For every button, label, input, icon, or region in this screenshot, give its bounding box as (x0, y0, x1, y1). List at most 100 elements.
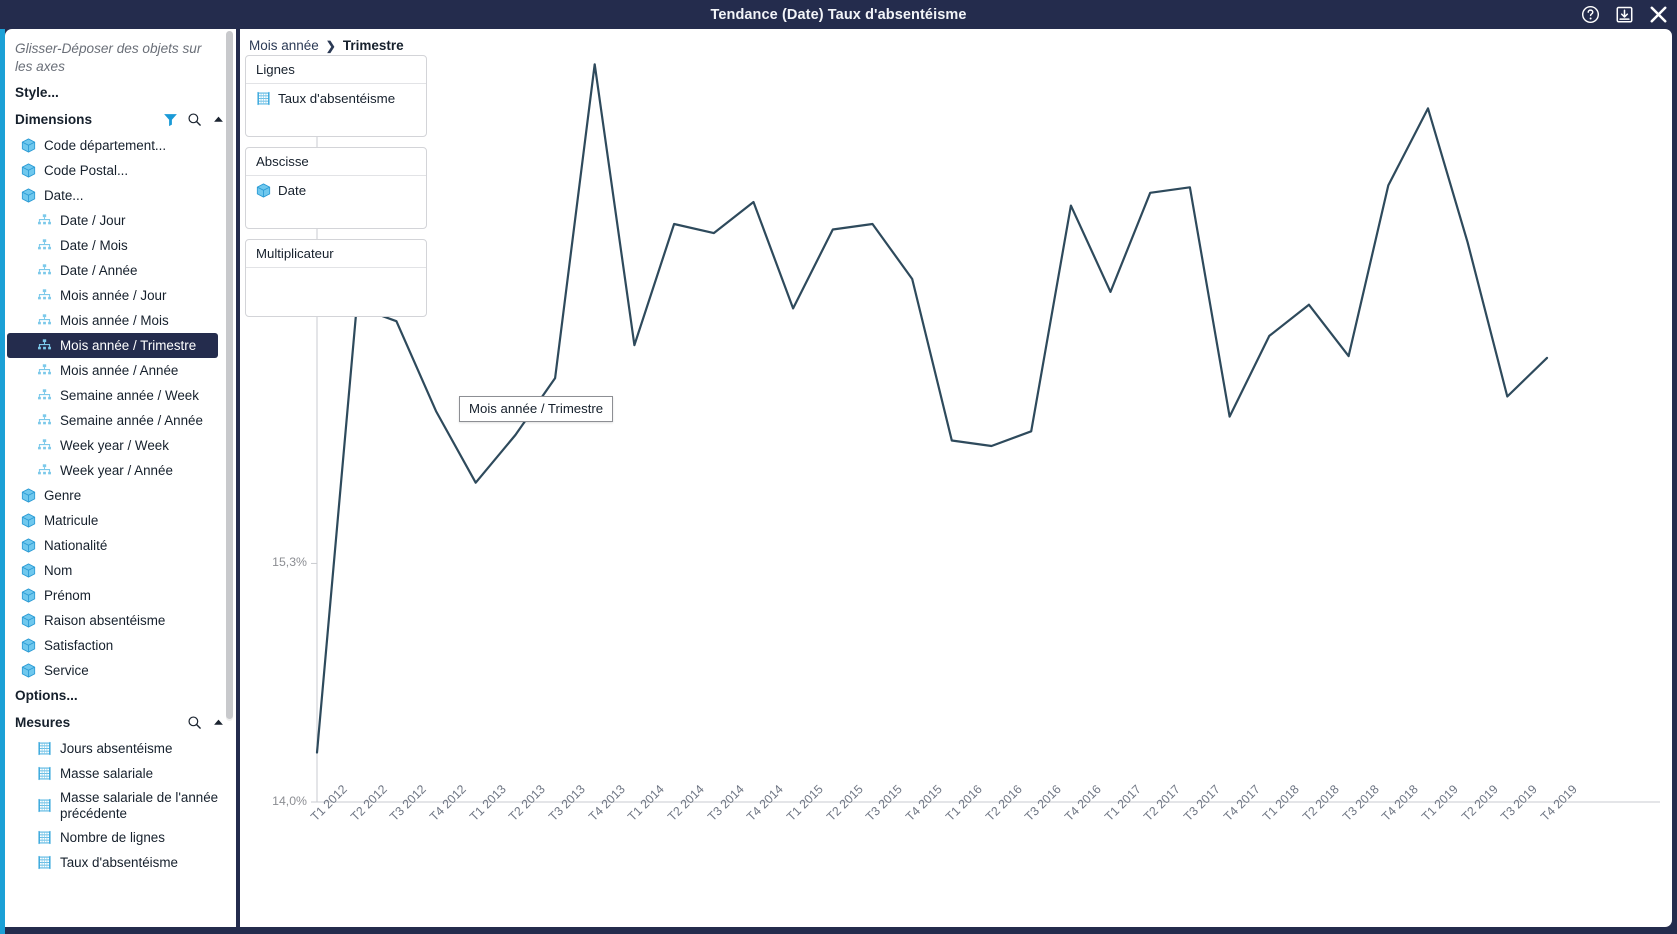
dropzone-lignes[interactable]: Lignes Taux d'absentéisme (245, 55, 427, 137)
sidebar-dimension-item[interactable]: Service (5, 658, 236, 683)
sidebar-dimension-item[interactable]: Week year / Week (5, 433, 236, 458)
collapse-mesures-icon[interactable] (208, 713, 228, 731)
cube-icon (19, 612, 37, 630)
sidebar-dimension-label: Week year / Week (60, 437, 169, 453)
window-actions (1580, 0, 1669, 29)
cube-icon (19, 512, 37, 530)
sidebar-dimension-item[interactable]: Satisfaction (5, 633, 236, 658)
measure-icon (35, 740, 53, 758)
sidebar-dimension-item[interactable]: Code département... (5, 133, 236, 158)
left-accent-strip (0, 29, 5, 934)
hierarchy-icon (35, 212, 53, 230)
sidebar-dimension-item[interactable]: Mois année / Trimestre (7, 333, 218, 358)
dropzone-title: Lignes (246, 56, 426, 84)
sidebar-dimension-item[interactable]: Week year / Année (5, 458, 236, 483)
sidebar-dimension-label: Nationalité (44, 537, 108, 553)
sidebar-measure-item[interactable]: Masse salariale de l'année précédente (5, 786, 236, 825)
cube-icon (19, 637, 37, 655)
mesures-label: Mesures (15, 714, 71, 730)
sidebar-content: Glisser-Déposer des objets sur les axes … (5, 29, 236, 927)
sidebar-dimension-item[interactable]: Mois année / Jour (5, 283, 236, 308)
hierarchy-icon (35, 437, 53, 455)
sidebar-dimension-label: Date... (44, 187, 84, 203)
cube-icon (256, 183, 271, 198)
sidebar-dimension-item[interactable]: Raison absentéisme (5, 608, 236, 633)
sidebar-measure-label: Masse salariale (60, 765, 154, 781)
sidebar-dimension-label: Date / Année (60, 262, 138, 278)
y-axis-tick-label: 15,3% (272, 555, 307, 570)
sidebar-dimension-label: Genre (44, 487, 82, 503)
dropzone-body[interactable]: Date (246, 176, 426, 228)
sidebar-dimension-item[interactable]: Nationalité (5, 533, 236, 558)
sidebar-measure-label: Jours absentéisme (60, 740, 173, 756)
search-icon[interactable] (184, 110, 204, 128)
sidebar-measure-item[interactable]: Taux d'absentéisme (5, 850, 236, 875)
sidebar-measure-item[interactable]: Masse salariale (5, 761, 236, 786)
filter-icon[interactable] (160, 110, 180, 128)
hierarchy-icon (35, 262, 53, 280)
sidebar-dimension-item[interactable]: Nom (5, 558, 236, 583)
dropzone-chip-label: Date (278, 183, 307, 198)
measure-icon (35, 765, 53, 783)
sidebar-dimension-label: Mois année / Mois (60, 312, 169, 328)
mesures-section-header: Mesures (5, 708, 236, 736)
save-icon[interactable] (1614, 4, 1635, 25)
sidebar-dimension-item[interactable]: Date / Jour (5, 208, 236, 233)
dropzone-abscisse[interactable]: Abscisse Date (245, 147, 427, 229)
sidebar-scrollbar-thumb[interactable] (226, 31, 233, 719)
dropzone-chip[interactable]: Taux d'absentéisme (254, 89, 418, 108)
dropzone-chip[interactable]: Date (254, 181, 418, 200)
sidebar-dimension-label: Prénom (44, 587, 91, 603)
breadcrumb-parent[interactable]: Mois année (249, 38, 319, 53)
sidebar-dimension-label: Semaine année / Année (60, 412, 203, 428)
window-title: Tendance (Date) Taux d'absentéisme (710, 6, 967, 23)
measure-icon (35, 796, 53, 814)
window-body: Glisser-Déposer des objets sur les axes … (0, 29, 1677, 934)
sidebar-measure-item[interactable]: Jours absentéisme (5, 736, 236, 761)
sidebar-dimension-item[interactable]: Date... (5, 183, 236, 208)
cube-icon (19, 537, 37, 555)
measure-icon (35, 854, 53, 872)
close-icon[interactable] (1648, 4, 1669, 25)
sidebar-measure-item[interactable]: Nombre de lignes (5, 825, 236, 850)
sidebar-dimension-item[interactable]: Mois année / Mois (5, 308, 236, 333)
cube-icon (19, 187, 37, 205)
sidebar-dimension-label: Matricule (44, 512, 99, 528)
dropzone-body[interactable] (246, 268, 426, 316)
sidebar-dimension-item[interactable]: Date / Année (5, 258, 236, 283)
sidebar-dimension-label: Mois année / Jour (60, 287, 167, 303)
hierarchy-icon (35, 387, 53, 405)
style-section-header[interactable]: Style... (15, 85, 59, 100)
dropzone-body[interactable]: Taux d'absentéisme (246, 84, 426, 136)
sidebar-dimension-label: Semaine année / Week (60, 387, 199, 403)
sidebar-dimension-item[interactable]: Semaine année / Année (5, 408, 236, 433)
cube-icon (19, 587, 37, 605)
sidebar-dimension-item[interactable]: Code Postal... (5, 158, 236, 183)
dropzone-title: Multiplicateur (246, 240, 426, 268)
sidebar-measure-label: Nombre de lignes (60, 829, 165, 845)
sidebar-dimension-item[interactable]: Mois année / Année (5, 358, 236, 383)
breadcrumb: Mois année ❯ Trimestre (249, 38, 404, 53)
sidebar-dimension-item[interactable]: Genre (5, 483, 236, 508)
search-icon[interactable] (184, 713, 204, 731)
dropzone-title: Abscisse (246, 148, 426, 176)
sidebar-dimension-label: Code département... (44, 137, 167, 153)
sidebar-dimension-item[interactable]: Matricule (5, 508, 236, 533)
sidebar-dimension-label: Week year / Année (60, 462, 173, 478)
collapse-dimensions-icon[interactable] (208, 110, 228, 128)
sidebar-dimension-item[interactable]: Prénom (5, 583, 236, 608)
breadcrumb-current[interactable]: Trimestre (342, 38, 404, 53)
sidebar-dimension-label: Satisfaction (44, 637, 114, 653)
help-icon[interactable] (1580, 4, 1601, 25)
sidebar-dimension-label: Service (44, 662, 89, 678)
hierarchy-icon (35, 462, 53, 480)
sidebar-dimension-item[interactable]: Date / Mois (5, 233, 236, 258)
hierarchy-icon (35, 287, 53, 305)
sidebar-dimension-item[interactable]: Semaine année / Week (5, 383, 236, 408)
dropzone-multiplicateur[interactable]: Multiplicateur (245, 239, 427, 317)
cube-icon (19, 562, 37, 580)
sidebar-dimension-label: Date / Mois (60, 237, 128, 253)
options-section-header[interactable]: Options... (15, 688, 78, 703)
